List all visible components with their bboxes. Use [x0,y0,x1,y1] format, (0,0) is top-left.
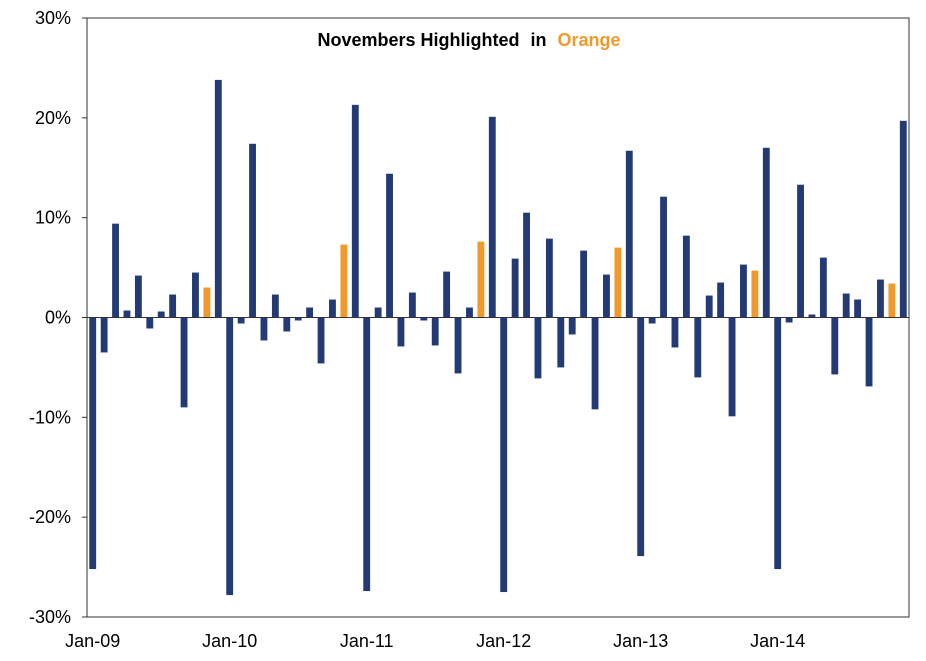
bar [568,317,576,335]
chart-title-connector: in [531,30,547,50]
bar [294,317,302,321]
y-tick-label: -30% [29,607,71,627]
bar [226,317,234,596]
chart-title-main: Novembers Highlighted [317,30,519,50]
x-tick-label: Jan-14 [750,631,805,651]
bar [591,317,599,410]
bar [580,250,588,318]
bar-november [888,283,896,318]
bar [249,143,256,318]
bar [831,317,839,375]
bar [625,150,633,318]
bar [363,317,371,592]
y-axis-ticks: -30% -20% -10% 0% 10% 20% 30% [29,8,87,627]
bar [717,282,725,318]
chart-title-highlight: Orange [558,30,621,50]
bar [660,196,667,318]
bar [260,317,268,341]
bar [443,271,451,318]
bar [397,317,405,347]
bar [169,294,177,318]
bar [431,317,439,346]
bar [774,317,782,570]
y-tick-label: -20% [29,507,71,527]
bar [329,299,336,318]
y-tick-label: 30% [35,8,71,28]
bar-november [477,241,485,318]
bar [694,317,702,378]
bar [374,307,382,318]
bar [545,238,553,318]
bars-group [89,79,907,596]
bar [603,274,610,318]
bar [192,272,199,318]
bar [740,264,747,318]
bar [785,317,793,323]
bar [511,258,519,318]
bar [237,317,245,324]
bar [214,79,222,318]
y-tick-label: 0% [45,308,71,328]
bar-november [614,247,622,318]
y-tick-label: -10% [29,407,71,427]
bar [819,257,827,318]
bar [271,294,279,318]
x-axis-ticks: Jan-09 Jan-10 Jan-11 Jan-12 Jan-13 Jan-14 [65,631,805,651]
y-tick-label: 10% [35,208,71,228]
bar [808,314,816,318]
bar [420,317,428,321]
bar [500,317,508,593]
bar [454,317,462,374]
bar [123,310,131,318]
bar [682,235,690,318]
bar [306,307,314,318]
bar-november [203,287,211,318]
x-tick-label: Jan-11 [340,631,394,651]
bar-november [340,244,348,318]
x-tick-label: Jan-13 [613,631,668,651]
bar [146,317,154,329]
bar [899,120,907,318]
bar [865,317,873,387]
bar [351,104,359,318]
bar [877,279,884,318]
bar [728,317,736,417]
bar [386,173,393,318]
bar-november [751,270,759,318]
chart-title: Novembers Highlighted in Orange [317,30,620,50]
bar [283,317,291,332]
bar [317,317,325,364]
bar [648,317,656,324]
x-tick-label: Jan-09 [65,631,120,651]
bar [842,293,850,318]
bar [762,147,770,318]
bar [705,295,713,318]
bar [671,317,679,348]
bar [100,317,108,353]
bar [466,307,473,318]
bar [488,116,496,318]
bar [637,317,645,557]
x-tick-label: Jan-12 [476,631,531,651]
y-tick-label: 20% [35,108,71,128]
bar [534,317,542,379]
bar [89,317,97,570]
x-tick-label: Jan-10 [202,631,257,651]
bar [557,317,565,368]
bar [797,184,804,318]
bar [180,317,188,408]
bar [134,275,142,318]
bar [408,292,416,318]
bar [157,311,165,318]
bar [854,299,862,318]
bar [112,223,119,318]
bar [523,212,530,318]
